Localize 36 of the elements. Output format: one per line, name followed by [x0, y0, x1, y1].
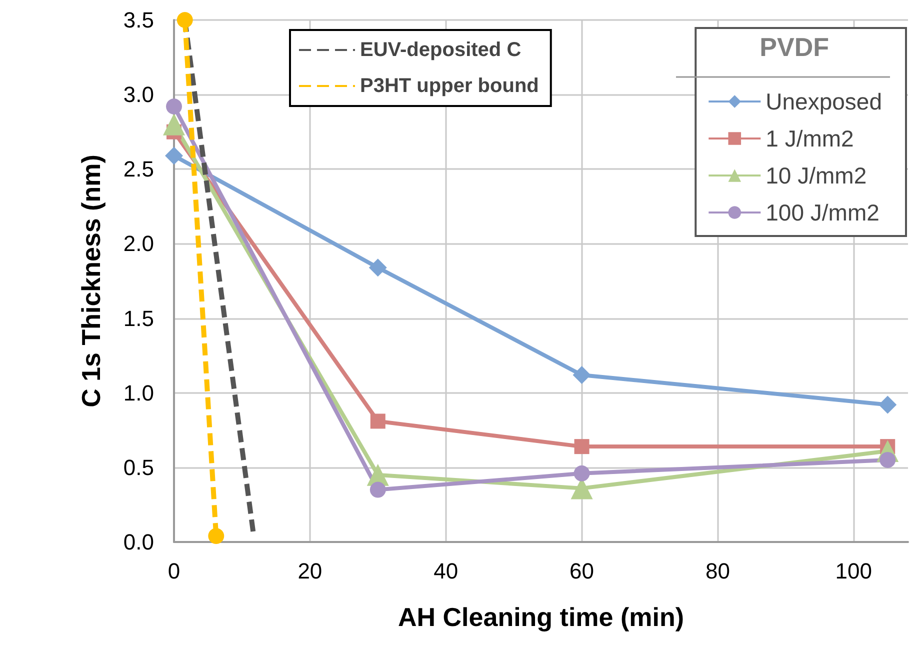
x-axis-title: AH Cleaning time (min) — [398, 602, 684, 632]
point — [163, 113, 185, 136]
point — [574, 439, 590, 454]
legend-label: EUV-deposited C — [360, 39, 522, 61]
y-axis-title: C 1s Thickness (nm) — [76, 154, 106, 408]
y-tick-label: 2.0 — [123, 231, 154, 256]
point — [208, 528, 224, 544]
point — [368, 258, 387, 277]
point — [370, 482, 386, 498]
x-tick-label: 20 — [298, 558, 322, 584]
y-tick-label: 1.5 — [123, 306, 154, 331]
x-tick-label: 80 — [705, 558, 730, 584]
x-tick-label: 100 — [835, 558, 872, 584]
point — [176, 12, 193, 28]
point — [165, 146, 183, 165]
x-tick-label: 60 — [570, 558, 594, 584]
x-tick-label: 0 — [168, 558, 180, 584]
point — [878, 396, 897, 414]
legend-label: P3HT upper bound — [360, 75, 539, 97]
point — [166, 98, 182, 114]
y-tick-label: 3.5 — [123, 8, 154, 32]
y-tick-label: 0.5 — [123, 454, 154, 480]
legend-label: 1 J/mm2 — [766, 126, 854, 152]
legend-label: Unexposed — [766, 88, 882, 114]
legend-label: 10 J/mm2 — [766, 162, 867, 188]
legend-title: PVDF — [760, 32, 829, 62]
point — [370, 414, 386, 429]
point — [574, 465, 590, 482]
y-tick-label: 1.0 — [123, 380, 154, 406]
y-tick-label: 0.0 — [123, 530, 154, 554]
y-tick-label: 3.0 — [123, 82, 154, 108]
x-tick-label: 40 — [434, 558, 458, 584]
point — [880, 452, 896, 468]
y-tick-label: 2.5 — [123, 156, 154, 182]
point — [572, 366, 591, 384]
legend-label: 100 J/mm2 — [766, 200, 880, 226]
